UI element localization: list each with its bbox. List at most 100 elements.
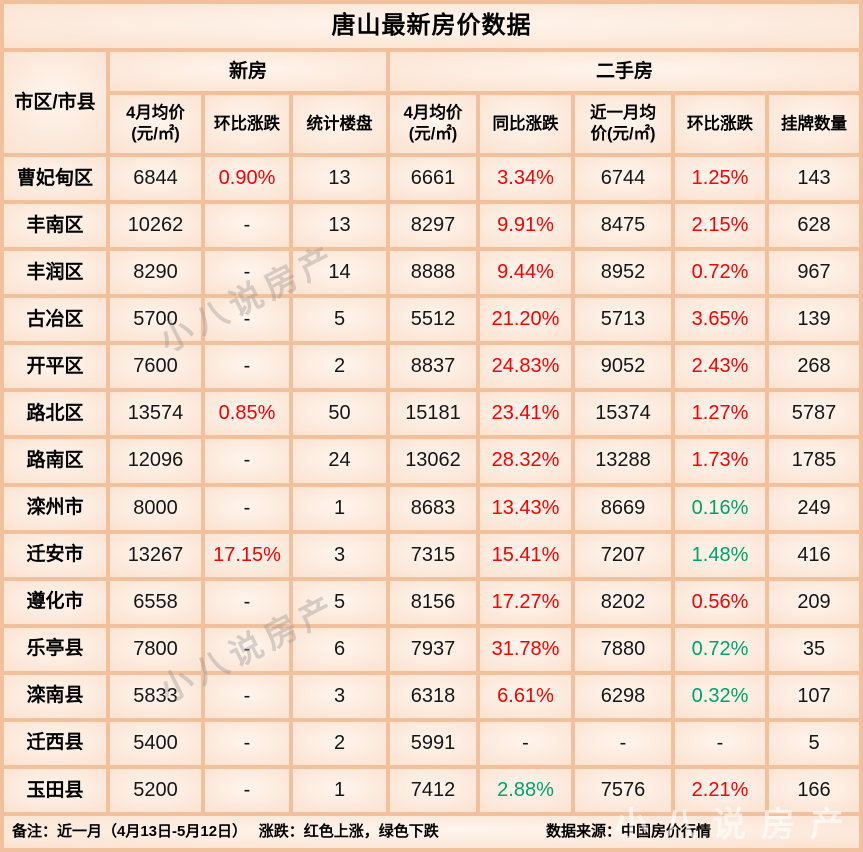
table-cell: 2.88% xyxy=(480,768,571,812)
table-cell: 2.43% xyxy=(675,345,765,389)
table-cell: 7800 xyxy=(110,627,201,671)
footer-note-row: 备注：近一月（4月13日-5月12日） 涨跌：红色上涨，绿色下跌 数据来源：中国… xyxy=(4,816,859,848)
group-header-new-house: 新房 xyxy=(110,52,386,91)
table-cell: 268 xyxy=(769,345,859,389)
table-cell: 1 xyxy=(293,486,386,530)
table-cell: 8837 xyxy=(390,345,476,389)
table-cell: 5700 xyxy=(110,298,201,342)
table-cell: 8669 xyxy=(575,486,671,530)
corner-header-district: 市区/市县 xyxy=(4,52,106,153)
table-cell: 5787 xyxy=(769,392,859,436)
district-name: 玉田县 xyxy=(4,768,106,812)
footer-note: 备注：近一月（4月13日-5月12日） 涨跌：红色上涨，绿色下跌 xyxy=(12,823,439,841)
table-cell: 0.72% xyxy=(675,627,765,671)
district-name: 迁安市 xyxy=(4,533,106,577)
district-name: 遵化市 xyxy=(4,580,106,624)
table-cell: 7315 xyxy=(390,533,476,577)
table-cell: 15374 xyxy=(575,392,671,436)
table-cell: 5 xyxy=(293,298,386,342)
table-cell: 13 xyxy=(293,204,386,248)
table-cell: 23.41% xyxy=(480,392,571,436)
table-cell: 3.65% xyxy=(675,298,765,342)
table-cell: 13 xyxy=(293,157,386,201)
table-cell: 1.48% xyxy=(675,533,765,577)
table-cell: - xyxy=(205,439,289,483)
footer-data-source: 数据来源：中国房价行情 xyxy=(545,823,711,841)
table-cell: 967 xyxy=(769,251,859,295)
table-cell: - xyxy=(205,674,289,718)
table-cell: 13267 xyxy=(110,533,201,577)
table-cell: 9052 xyxy=(575,345,671,389)
table-cell: 1785 xyxy=(769,439,859,483)
district-name: 曹妃甸区 xyxy=(4,157,106,201)
table-cell: 2.15% xyxy=(675,204,765,248)
table-cell: 9.91% xyxy=(480,204,571,248)
table-cell: 1.73% xyxy=(675,439,765,483)
table-cell: 10262 xyxy=(110,204,201,248)
district-name: 丰南区 xyxy=(4,204,106,248)
table-cell: 0.90% xyxy=(205,157,289,201)
table-cell: 0.16% xyxy=(675,486,765,530)
table-cell: 2 xyxy=(293,345,386,389)
table-cell: - xyxy=(675,721,765,765)
table-cell: 143 xyxy=(769,157,859,201)
table-cell: 31.78% xyxy=(480,627,571,671)
table-cell: - xyxy=(205,721,289,765)
table-cell: - xyxy=(205,627,289,671)
table-cell: - xyxy=(205,204,289,248)
table-cell: 13574 xyxy=(110,392,201,436)
table-cell: 0.56% xyxy=(675,580,765,624)
table-cell: 13.43% xyxy=(480,486,571,530)
table-cell: 7600 xyxy=(110,345,201,389)
district-name: 滦州市 xyxy=(4,486,106,530)
table-cell: 416 xyxy=(769,533,859,577)
table-cell: 28.32% xyxy=(480,439,571,483)
district-name: 开平区 xyxy=(4,345,106,389)
table-cell: 8475 xyxy=(575,204,671,248)
table-cell: 24.83% xyxy=(480,345,571,389)
district-name: 迁西县 xyxy=(4,721,106,765)
table-cell: 15181 xyxy=(390,392,476,436)
table-cell: 3 xyxy=(293,674,386,718)
table-cell: 628 xyxy=(769,204,859,248)
table-cell: 7207 xyxy=(575,533,671,577)
table-cell: 7880 xyxy=(575,627,671,671)
table-cell: 0.32% xyxy=(675,674,765,718)
table-cell: 2.21% xyxy=(675,768,765,812)
table-cell: - xyxy=(480,721,571,765)
district-name: 乐亭县 xyxy=(4,627,106,671)
district-name: 路南区 xyxy=(4,439,106,483)
table-cell: 3 xyxy=(293,533,386,577)
table-cell: 14 xyxy=(293,251,386,295)
table-cell: 1.25% xyxy=(675,157,765,201)
table-cell: 8297 xyxy=(390,204,476,248)
table-cell: 249 xyxy=(769,486,859,530)
column-header: 统计楼盘 xyxy=(293,95,386,153)
table-cell: 8000 xyxy=(110,486,201,530)
table-cell: 166 xyxy=(769,768,859,812)
table-cell: 13062 xyxy=(390,439,476,483)
table-cell: 5200 xyxy=(110,768,201,812)
column-header: 环比涨跌 xyxy=(205,95,289,153)
district-name: 滦南县 xyxy=(4,674,106,718)
table-cell: 17.15% xyxy=(205,533,289,577)
table-cell: 107 xyxy=(769,674,859,718)
table-cell: 7412 xyxy=(390,768,476,812)
table-cell: 8156 xyxy=(390,580,476,624)
table-cell: 139 xyxy=(769,298,859,342)
table-cell: 15.41% xyxy=(480,533,571,577)
table-cell: 21.20% xyxy=(480,298,571,342)
table-cell: 7937 xyxy=(390,627,476,671)
table-cell: 1 xyxy=(293,768,386,812)
table-cell: - xyxy=(205,298,289,342)
table-cell: 0.72% xyxy=(675,251,765,295)
table-cell: 8952 xyxy=(575,251,671,295)
column-header: 环比涨跌 xyxy=(675,95,765,153)
table-cell: 6558 xyxy=(110,580,201,624)
table-cell: 6.61% xyxy=(480,674,571,718)
column-header: 同比涨跌 xyxy=(480,95,571,153)
table-cell: 12096 xyxy=(110,439,201,483)
table-cell: 3.34% xyxy=(480,157,571,201)
table-cell: 5833 xyxy=(110,674,201,718)
table-cell: 9.44% xyxy=(480,251,571,295)
